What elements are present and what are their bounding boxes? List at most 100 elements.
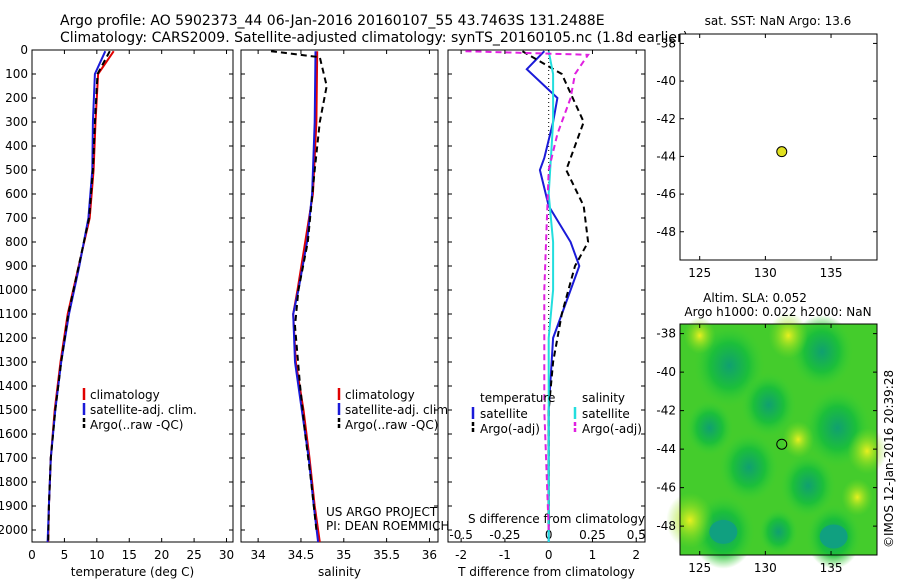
series-line-difference-3 <box>465 50 590 531</box>
y-tick-label: 400 <box>5 139 28 153</box>
y-tick-label: -44 <box>656 442 676 456</box>
chart-title-line2: Climatology: CARS2009. Satellite-adjuste… <box>60 30 689 46</box>
legend-label: satellite-adj. clim. <box>345 403 452 417</box>
series-line-difference-2 <box>547 51 555 542</box>
project-annotation: PI: DEAN ROEMMICH <box>326 519 449 533</box>
heatmap-cell <box>683 317 716 355</box>
x-tick-label: 0 <box>545 548 553 562</box>
x-tick-label: 15 <box>122 548 137 562</box>
heatmap-cell <box>768 312 809 359</box>
x-tick-label: 34 <box>250 548 265 562</box>
x-tick-label: -1 <box>499 548 511 562</box>
legend-label: satellite <box>480 407 528 421</box>
x-tick-label: -2 <box>455 548 467 562</box>
s-diff-axis-label: S difference from climatology <box>468 512 645 526</box>
x-tick-label: 125 <box>688 266 711 280</box>
y-tick-label: 1000 <box>0 283 28 297</box>
map-sla-subtitle: Argo h1000: 0.022 h2000: NaN <box>684 305 871 319</box>
plot-frame-temperature <box>31 49 234 543</box>
y-tick-label: 100 <box>5 67 28 81</box>
legend-label: Argo(-adj) <box>480 422 540 436</box>
legend-title-temperature: temperature <box>480 391 555 405</box>
heatmap-cell <box>782 421 814 458</box>
legend-label: climatology <box>90 388 160 402</box>
project-annotation: US ARGO PROJECT <box>326 505 438 519</box>
imos-timestamp: ©IMOS 12-Jan-2016 20:39:28 <box>882 370 896 548</box>
heatmap-cell <box>685 400 734 456</box>
series-line-temperature-2 <box>47 50 111 543</box>
x-tick-label: 35 <box>336 548 351 562</box>
y-tick-label: 2000 <box>0 523 28 537</box>
heatmap-cell <box>741 372 797 438</box>
legend-title-salinity: salinity <box>582 391 625 405</box>
y-tick-label: 1700 <box>0 451 28 465</box>
map-frame-map_sst <box>679 33 878 261</box>
x-tick-label: 36 <box>422 548 437 562</box>
map-sla-title: Altim. SLA: 0.052 <box>703 291 807 305</box>
series-line-difference-0 <box>525 50 581 542</box>
y-tick-label: 900 <box>5 259 28 273</box>
s-diff-tick-label: 0.25 <box>579 528 606 542</box>
y-tick-label: 200 <box>5 91 28 105</box>
y-tick-label: 1900 <box>0 499 28 513</box>
legend-label: Argo(..raw -QC) <box>90 418 183 432</box>
y-tick-label: 1400 <box>0 379 28 393</box>
y-tick-label: 1600 <box>0 427 28 441</box>
x-tick-label: 1 <box>589 548 597 562</box>
s-diff-tick-label: -0.5 <box>449 528 472 542</box>
y-tick-label: 0 <box>20 43 28 57</box>
y-tick-label: 300 <box>5 115 28 129</box>
legend-label: Argo(-adj) <box>582 422 642 436</box>
y-tick-label: 1300 <box>0 355 28 369</box>
x-tick-label: 2 <box>632 548 640 562</box>
y-tick-label: 800 <box>5 235 28 249</box>
plot-frame-salinity <box>240 49 439 543</box>
x-tick-label: 34.5 <box>288 548 315 562</box>
y-tick-label: 1500 <box>0 403 28 417</box>
y-tick-label: -48 <box>656 519 676 533</box>
s-diff-tick-label: 0.5 <box>627 528 646 542</box>
x-tick-label: 130 <box>754 561 777 575</box>
legend-label: Argo(..raw -QC) <box>345 418 438 432</box>
x-axis-label: temperature (deg C) <box>71 565 194 579</box>
y-tick-label: -42 <box>656 112 676 126</box>
x-tick-label: 20 <box>154 548 169 562</box>
heatmap-cell <box>841 478 874 516</box>
heatmap-cell <box>780 453 836 519</box>
x-tick-label: 130 <box>754 266 777 280</box>
y-tick-label: 600 <box>5 187 28 201</box>
heatmap-cell <box>758 508 799 555</box>
x-tick-label: 135 <box>820 561 843 575</box>
y-tick-label: 1800 <box>0 475 28 489</box>
map-sst-title: sat. SST: NaN Argo: 13.6 <box>705 14 852 28</box>
y-tick-label: -44 <box>656 149 676 163</box>
argo-position-marker <box>776 438 788 450</box>
y-tick-label: -42 <box>656 404 676 418</box>
y-tick-label: 1100 <box>0 307 28 321</box>
heatmap-cell <box>666 492 714 549</box>
y-tick-label: -46 <box>656 187 676 201</box>
argo-position-marker <box>776 146 788 158</box>
x-tick-label: 135 <box>820 266 843 280</box>
legend-label: satellite-adj. clim. <box>90 403 197 417</box>
y-tick-label: 500 <box>5 163 28 177</box>
chart-title-line1: Argo profile: AO 5902373_44 06-Jan-2016 … <box>60 13 605 29</box>
y-tick-label: -40 <box>656 365 676 379</box>
x-axis-label: salinity <box>318 565 361 579</box>
x-tick-label: 0 <box>28 548 36 562</box>
y-tick-label: 1200 <box>0 331 28 345</box>
x-tick-label: 25 <box>186 548 201 562</box>
heatmap-cell <box>709 519 738 544</box>
x-tick-label: 35.5 <box>373 548 400 562</box>
heatmap-cell <box>847 427 887 475</box>
heatmap-cell <box>819 524 848 549</box>
y-tick-label: -40 <box>656 74 676 88</box>
x-tick-label: 10 <box>89 548 104 562</box>
y-tick-label: -38 <box>656 36 676 50</box>
heatmap-cell <box>719 432 779 502</box>
series-line-salinity-2 <box>270 50 328 531</box>
x-axis-label: T difference from climatology <box>457 565 635 579</box>
map-frame-map_sla <box>679 323 878 556</box>
x-tick-label: 30 <box>219 548 234 562</box>
